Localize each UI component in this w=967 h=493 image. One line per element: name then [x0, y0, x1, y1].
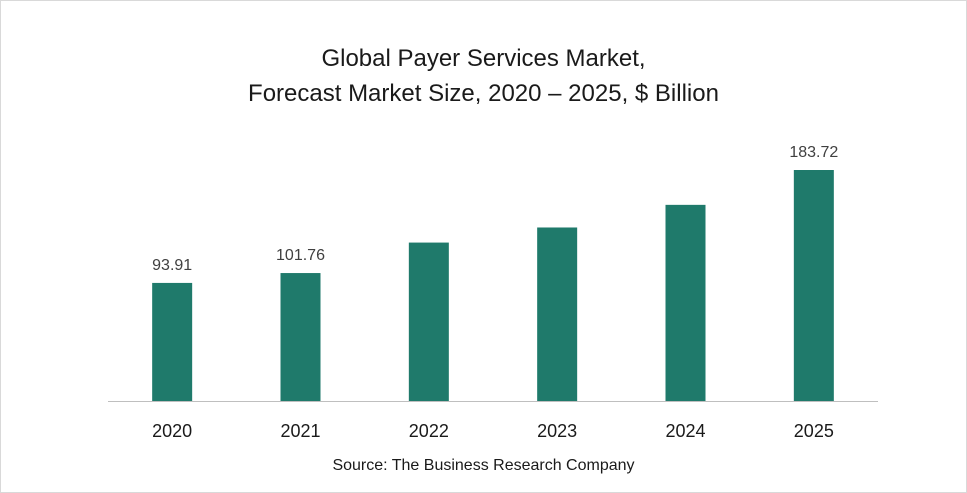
data-label-2025: 183.72	[789, 144, 838, 161]
x-tick-label-2025: 2025	[794, 421, 834, 441]
bar-2021	[280, 273, 321, 401]
data-label-2021: 101.76	[276, 247, 325, 264]
data-label-2020: 93.91	[152, 257, 192, 274]
bar-2023	[537, 227, 578, 401]
bar-2025	[793, 170, 834, 401]
x-tick-label-2020: 2020	[152, 421, 192, 441]
chart-title-line2: Forecast Market Size, 2020 – 2025, $ Bil…	[248, 80, 719, 107]
x-tick-label-2021: 2021	[280, 421, 320, 441]
x-tick-label-2023: 2023	[537, 421, 577, 441]
bar-2020	[152, 282, 193, 401]
source-note: Source: The Business Research Company	[332, 457, 635, 474]
chart-title-line1: Global Payer Services Market,	[321, 45, 646, 72]
bar-2022	[408, 242, 449, 401]
x-tick-label-2022: 2022	[409, 421, 449, 441]
bar-2024	[665, 204, 706, 401]
x-tick-label-2024: 2024	[665, 421, 705, 441]
